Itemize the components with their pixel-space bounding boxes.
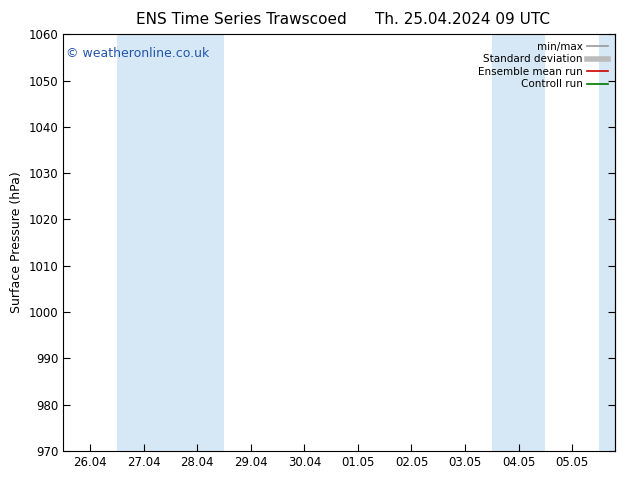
Bar: [492, 34, 545, 451]
Legend: min/max, Standard deviation, Ensemble mean run, Controll run: min/max, Standard deviation, Ensemble me…: [476, 40, 610, 92]
Bar: [117, 34, 224, 451]
Text: ENS Time Series Trawscoed: ENS Time Series Trawscoed: [136, 12, 346, 27]
Bar: [599, 34, 615, 451]
Text: © weatheronline.co.uk: © weatheronline.co.uk: [66, 47, 209, 60]
Text: Th. 25.04.2024 09 UTC: Th. 25.04.2024 09 UTC: [375, 12, 550, 27]
Y-axis label: Surface Pressure (hPa): Surface Pressure (hPa): [10, 172, 23, 314]
